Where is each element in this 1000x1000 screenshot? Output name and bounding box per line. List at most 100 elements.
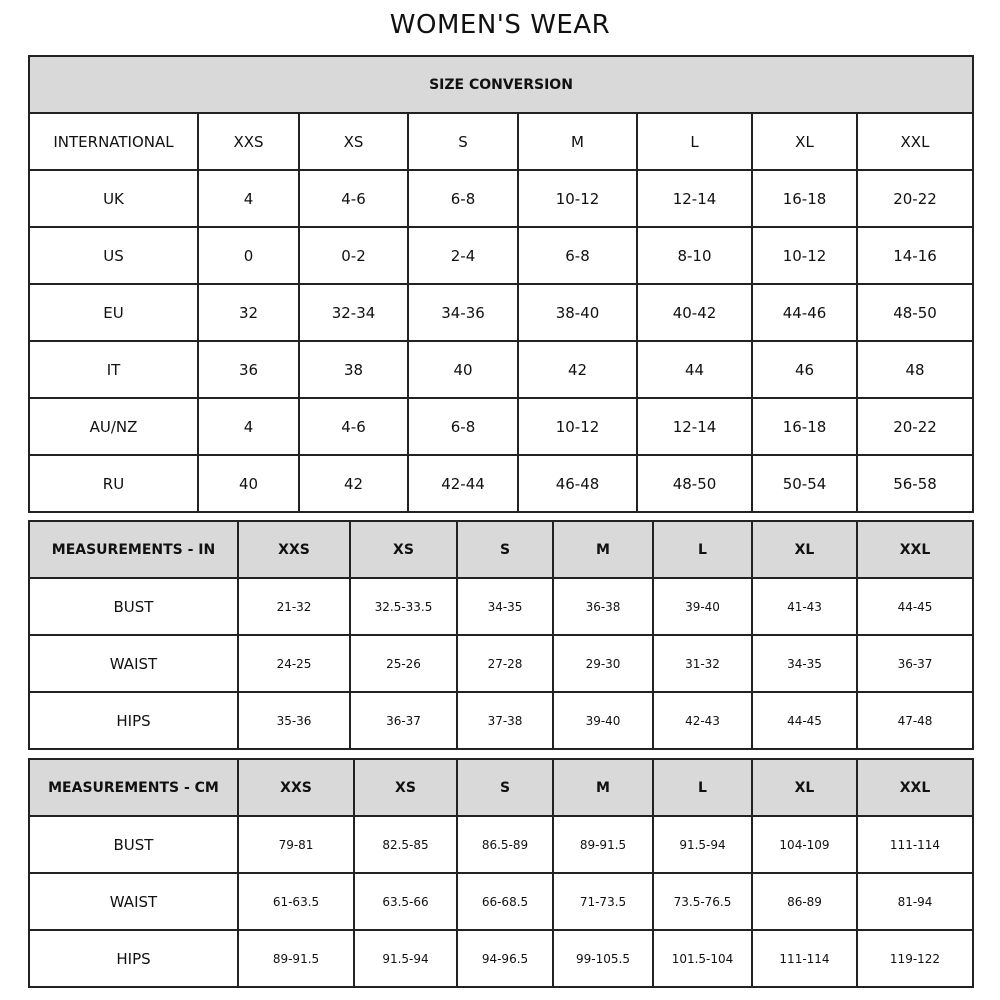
table-heading: SIZE CONVERSION [28,55,974,114]
table-heading-row: SIZE CONVERSION [28,55,974,114]
table-cell: 56-58 [856,454,974,513]
table-cell: 6-8 [407,169,519,228]
size-header: XXL [856,520,974,579]
table-cell: 25-26 [349,634,458,693]
row-label: WAIST [28,634,239,693]
table-cell: 86.5-89 [456,815,554,874]
size-header: S [456,520,554,579]
table-cell: 42 [298,454,409,513]
table-cell: 41-43 [751,577,858,636]
table-cell: 10-12 [517,169,638,228]
table-cell: 42-44 [407,454,519,513]
table-cell: 91.5-94 [353,929,458,988]
row-label: HIPS [28,929,239,988]
header-row: MEASUREMENTS - IN XXS XS S M L XL XXL [28,520,974,579]
size-header: XL [751,520,858,579]
table-cell: 32 [197,283,300,342]
table-cell: 27-28 [456,634,554,693]
table-cell: 21-32 [237,577,351,636]
table-cell: 0 [197,226,300,285]
row-label: BUST [28,815,239,874]
table-row: IT 36 38 40 42 44 46 48 [28,340,974,399]
table-cell: 42-43 [652,691,753,750]
table-cell: 94-96.5 [456,929,554,988]
row-label: US [28,226,199,285]
table-cell: 46 [751,340,858,399]
table-cell: 81-94 [856,872,974,931]
size-header: L [636,112,753,171]
table-cell: 46-48 [517,454,638,513]
table-cell: 6-8 [517,226,638,285]
size-header: XXS [197,112,300,171]
table-cell: 104-109 [751,815,858,874]
table-cell: 61-63.5 [237,872,355,931]
size-header: XS [349,520,458,579]
table-cell: 37-38 [456,691,554,750]
row-label: BUST [28,577,239,636]
table-cell: 40 [407,340,519,399]
table-cell: 48-50 [856,283,974,342]
row-label: WAIST [28,872,239,931]
size-header: S [456,758,554,817]
header-row: INTERNATIONAL XXS XS S M L XL XXL [28,112,974,171]
table-cell: 10-12 [517,397,638,456]
row-label: INTERNATIONAL [28,112,199,171]
size-header: XS [353,758,458,817]
table-row: WAIST 61-63.5 63.5-66 66-68.5 71-73.5 73.5-76… [28,872,974,931]
size-header: XXS [237,758,355,817]
size-header: XL [751,112,858,171]
table-cell: 36-38 [552,577,654,636]
table-cell: 44-46 [751,283,858,342]
table-cell: 2-4 [407,226,519,285]
table-cell: 8-10 [636,226,753,285]
table-cell: 32-34 [298,283,409,342]
table-cell: 39-40 [552,691,654,750]
table-cell: 40 [197,454,300,513]
table-cell: 42 [517,340,638,399]
table-cell: 4-6 [298,169,409,228]
table-cell: 4 [197,397,300,456]
table-cell: 36-37 [349,691,458,750]
table-cell: 47-48 [856,691,974,750]
table-cell: 34-36 [407,283,519,342]
table-cell: 34-35 [751,634,858,693]
size-conversion-table: SIZE CONVERSION INTERNATIONAL XXS XS S M L XL XX… [28,55,974,513]
table-cell: 79-81 [237,815,355,874]
table-cell: 89-91.5 [237,929,355,988]
table-cell: 20-22 [856,169,974,228]
table-cell: 4-6 [298,397,409,456]
table-cell: 48 [856,340,974,399]
table-cell: 24-25 [237,634,351,693]
table-cell: 48-50 [636,454,753,513]
size-header: XS [298,112,409,171]
table-cell: 73.5-76.5 [652,872,753,931]
row-label: EU [28,283,199,342]
row-label: UK [28,169,199,228]
table-cell: 111-114 [856,815,974,874]
table-cell: 14-16 [856,226,974,285]
table-cell: 44-45 [856,577,974,636]
size-header: M [552,758,654,817]
table-cell: 35-36 [237,691,351,750]
row-label: RU [28,454,199,513]
table-cell: 101.5-104 [652,929,753,988]
table-cell: 36-37 [856,634,974,693]
table-cell: 36 [197,340,300,399]
table-cell: 16-18 [751,169,858,228]
table-cell: 16-18 [751,397,858,456]
size-header: XXS [237,520,351,579]
table-cell: 6-8 [407,397,519,456]
table-cell: 82.5-85 [353,815,458,874]
row-label: IT [28,340,199,399]
table-cell: 50-54 [751,454,858,513]
table-cell: 31-32 [652,634,753,693]
measurements-cm-table: MEASUREMENTS - CM XXS XS S M L XL XXL BUST 79-81 8… [28,758,974,988]
table-cell: 32.5-33.5 [349,577,458,636]
table-heading: MEASUREMENTS - CM [28,758,239,817]
size-header: S [407,112,519,171]
row-label: HIPS [28,691,239,750]
table-cell: 12-14 [636,397,753,456]
table-cell: 119-122 [856,929,974,988]
table-row: WAIST 24-25 25-26 27-28 29-30 31-32 34-35 36-37 [28,634,974,693]
header-row: MEASUREMENTS - CM XXS XS S M L XL XXL [28,758,974,817]
